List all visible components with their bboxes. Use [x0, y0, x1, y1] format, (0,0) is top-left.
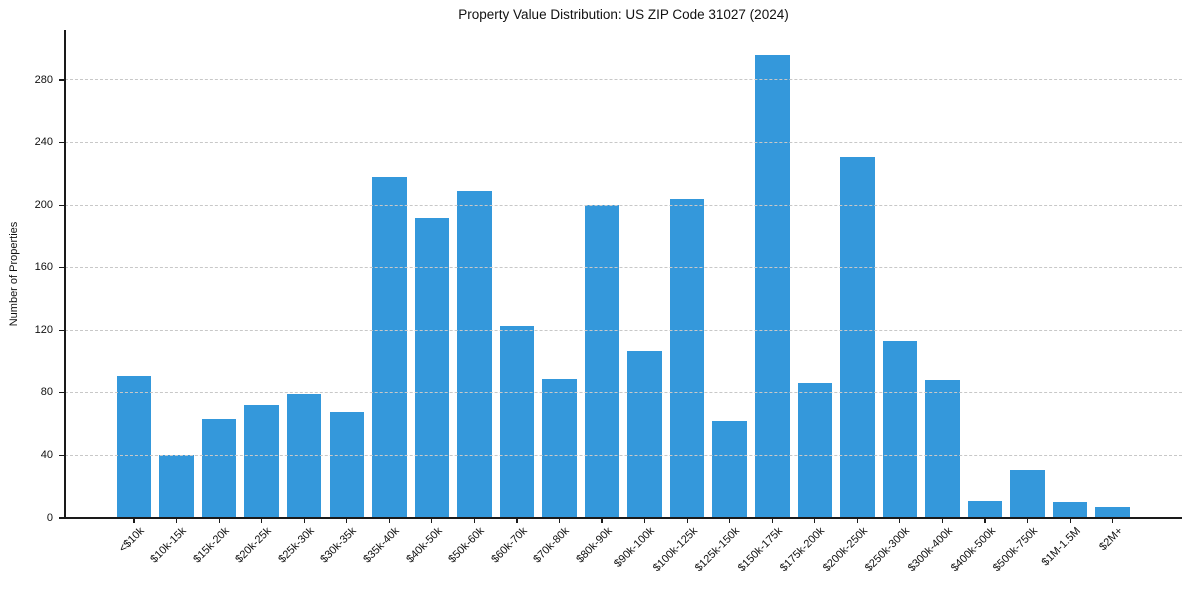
x-tick: [686, 518, 688, 523]
x-tick-label: $1M-1.5M: [1039, 525, 1083, 569]
y-axis-line: [64, 30, 66, 519]
x-tick: [175, 518, 178, 523]
y-tick-label: 80: [40, 386, 53, 399]
bar-19: [925, 380, 960, 518]
x-tick-label: <$10k: [116, 525, 147, 555]
bar-11: [584, 205, 620, 518]
x-tick: [899, 518, 901, 523]
gridline-120: [65, 329, 1182, 331]
x-tick-label: $250k-300k: [863, 525, 913, 575]
bar-20: [967, 500, 1003, 518]
x-tick-label: $10k-15k: [148, 525, 190, 566]
gridline-240: [65, 142, 1182, 143]
x-tick-label: $150k-175k: [735, 525, 785, 575]
x-tick-label: $30k-35k: [318, 525, 360, 566]
bar-10: [542, 378, 577, 518]
bar-0: [116, 375, 152, 518]
x-tick: [856, 518, 858, 523]
y-tick: [58, 142, 65, 144]
y-tick-label: 0: [46, 511, 53, 524]
bar-2: [201, 419, 237, 518]
bar-21: [1010, 469, 1045, 518]
gridline-280: [65, 79, 1182, 81]
bar-7: [414, 217, 450, 518]
x-tick: [516, 518, 518, 523]
x-tick: [303, 518, 305, 523]
x-tick: [771, 518, 773, 523]
x-tick: [473, 518, 475, 523]
bar-9: [499, 325, 535, 518]
x-tick-label: $50k-60k: [446, 525, 487, 566]
y-tick-label: 240: [34, 136, 53, 149]
y-tick: [58, 329, 65, 331]
y-tick: [58, 454, 65, 457]
x-tick: [729, 518, 731, 523]
bar-17: [840, 156, 875, 518]
x-tick-label: $20k-25k: [233, 525, 275, 566]
x-tick: [1112, 518, 1114, 523]
x-tick: [644, 518, 646, 523]
x-tick-label: $25k-30k: [276, 525, 317, 566]
bar-12: [627, 350, 662, 518]
x-tick: [388, 518, 390, 523]
y-tick-label: 160: [34, 261, 53, 274]
bar-5: [329, 411, 364, 518]
x-tick: [1069, 518, 1071, 523]
x-tick: [601, 518, 603, 523]
y-tick: [58, 517, 65, 519]
bar-15: [755, 55, 790, 518]
x-tick: [984, 518, 986, 523]
x-tick-label: $100k-125k: [650, 525, 700, 575]
chart-title: Property Value Distribution: US ZIP Code…: [458, 7, 789, 22]
bar-4: [286, 394, 322, 518]
bar-13: [669, 198, 705, 518]
y-tick-label: 40: [40, 448, 53, 461]
x-tick-label: $15k-20k: [191, 525, 232, 566]
x-tick-label: $400k-500k: [948, 525, 998, 575]
bar-3: [244, 405, 279, 518]
y-tick: [58, 204, 65, 206]
bar-18: [882, 341, 918, 518]
x-tick-label: $80k-90k: [574, 525, 615, 566]
bar-6: [372, 177, 407, 518]
bar-1: [159, 455, 194, 518]
x-tick: [558, 518, 561, 523]
x-tick-label: $2M+: [1096, 525, 1126, 554]
x-tick: [133, 518, 135, 523]
x-tick: [941, 518, 944, 523]
x-tick: [261, 518, 263, 523]
gridline-80: [65, 392, 1182, 394]
bar-23: [1095, 507, 1130, 518]
bar-8: [457, 191, 492, 518]
bar-16: [797, 383, 833, 518]
y-tick-label: 200: [34, 198, 53, 211]
y-tick: [58, 392, 65, 394]
gridline-40: [65, 454, 1182, 456]
gridline-200: [65, 204, 1182, 206]
x-tick: [431, 518, 433, 523]
bar-22: [1052, 502, 1088, 518]
x-tick-label: $60k-70k: [488, 525, 530, 566]
x-tick: [218, 518, 220, 523]
y-tick: [58, 79, 65, 81]
bar-14: [712, 421, 747, 518]
x-tick-label: $200k-250k: [820, 525, 870, 575]
x-tick: [346, 518, 348, 523]
x-tick-label: $35k-40k: [361, 525, 402, 566]
x-tick: [814, 518, 816, 523]
gridline-160: [65, 267, 1182, 269]
y-tick: [58, 267, 65, 269]
y-tick-label: 280: [34, 73, 53, 86]
x-tick-label: $70k-80k: [531, 525, 572, 566]
x-tick: [1026, 518, 1029, 523]
x-axis-line: [64, 517, 1182, 519]
x-tick-label: $90k-100k: [612, 525, 658, 570]
x-tick-label: $40k-50k: [403, 525, 445, 566]
y-tick-label: 120: [34, 323, 53, 336]
x-tick-label: $300k-400k: [905, 525, 955, 575]
